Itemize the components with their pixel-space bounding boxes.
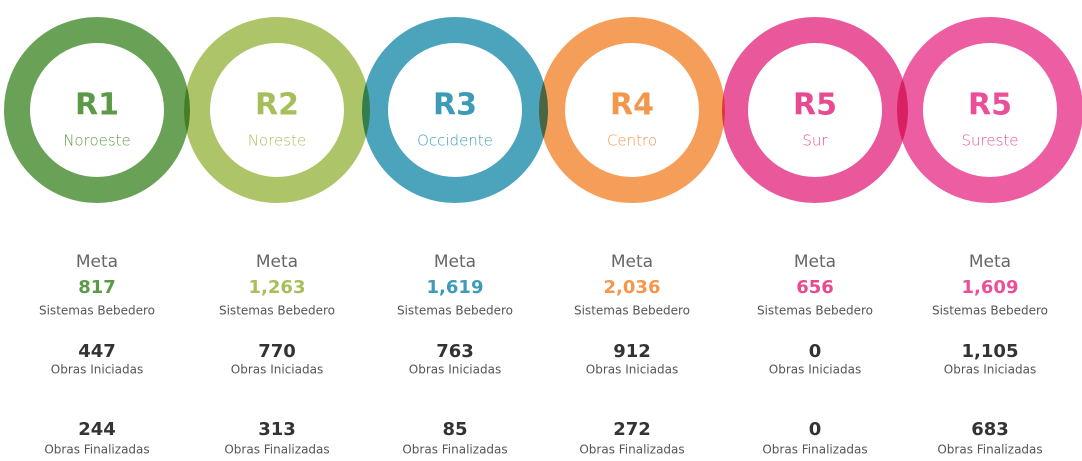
goal-value: 2,036 xyxy=(604,277,661,298)
finished-value: 683 xyxy=(971,419,1009,440)
finished-label: Obras Finalizadas xyxy=(44,443,149,457)
started-value: 1,105 xyxy=(962,341,1019,362)
goal-value: 817 xyxy=(78,277,116,298)
finished-value: 85 xyxy=(442,419,467,440)
region-code: R5 xyxy=(968,88,1012,123)
finished-value: 0 xyxy=(809,419,822,440)
region-code: R1 xyxy=(75,88,119,123)
started-label: Obras Iniciadas xyxy=(231,363,323,377)
finished-label: Obras Finalizadas xyxy=(579,443,684,457)
goal-label: Meta xyxy=(434,252,476,272)
region-name: Noreste xyxy=(248,132,306,150)
started-value: 770 xyxy=(258,341,296,362)
goal-unit: Sistemas Bebedero xyxy=(757,304,873,318)
region-name: Centro xyxy=(607,132,657,150)
goal-label: Meta xyxy=(611,252,653,272)
goal-value: 1,263 xyxy=(249,277,306,298)
goal-label: Meta xyxy=(794,252,836,272)
goal-label: Meta xyxy=(969,252,1011,272)
goal-unit: Sistemas Bebedero xyxy=(397,304,513,318)
finished-value: 244 xyxy=(78,419,116,440)
started-value: 447 xyxy=(78,341,116,362)
finished-label: Obras Finalizadas xyxy=(224,443,329,457)
finished-label: Obras Finalizadas xyxy=(937,443,1042,457)
region-code: R5 xyxy=(793,88,837,123)
region-code: R3 xyxy=(433,88,477,123)
goal-unit: Sistemas Bebedero xyxy=(219,304,335,318)
region-name: Sureste xyxy=(961,132,1018,150)
region-name: Noroeste xyxy=(63,132,131,150)
goal-unit: Sistemas Bebedero xyxy=(39,304,155,318)
goal-value: 1,609 xyxy=(962,277,1019,298)
started-value: 912 xyxy=(613,341,651,362)
region-code: R4 xyxy=(610,88,654,123)
goal-unit: Sistemas Bebedero xyxy=(932,304,1048,318)
started-label: Obras Iniciadas xyxy=(586,363,678,377)
region-name: Sur xyxy=(802,132,828,150)
goal-value: 1,619 xyxy=(427,277,484,298)
goal-value: 656 xyxy=(796,277,834,298)
region-code: R2 xyxy=(255,88,299,123)
finished-label: Obras Finalizadas xyxy=(402,443,507,457)
region-name: Occidente xyxy=(417,132,493,150)
goal-unit: Sistemas Bebedero xyxy=(574,304,690,318)
finished-label: Obras Finalizadas xyxy=(762,443,867,457)
started-label: Obras Iniciadas xyxy=(944,363,1036,377)
finished-value: 313 xyxy=(258,419,296,440)
started-value: 0 xyxy=(809,341,822,362)
started-label: Obras Iniciadas xyxy=(769,363,861,377)
goal-label: Meta xyxy=(76,252,118,272)
infographic: R1NoroesteMeta817Sistemas Bebedero447Obr… xyxy=(0,0,1082,461)
started-value: 763 xyxy=(436,341,474,362)
finished-value: 272 xyxy=(613,419,651,440)
started-label: Obras Iniciadas xyxy=(409,363,501,377)
goal-label: Meta xyxy=(256,252,298,272)
started-label: Obras Iniciadas xyxy=(51,363,143,377)
